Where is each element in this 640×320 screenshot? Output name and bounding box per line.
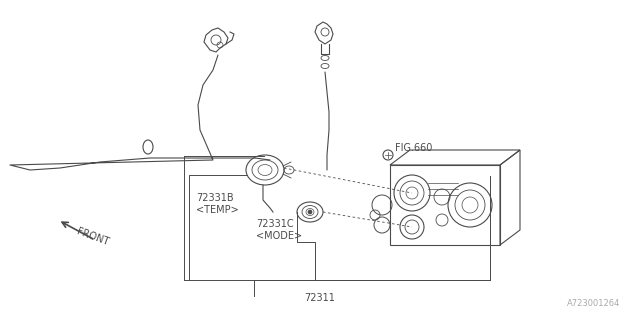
Text: FIG.660: FIG.660 [395, 143, 433, 153]
Text: A723001264: A723001264 [566, 299, 620, 308]
Text: 72331B: 72331B [196, 193, 234, 203]
Text: <TEMP>: <TEMP> [196, 205, 239, 215]
Text: FRONT: FRONT [75, 227, 110, 247]
Text: 72331C: 72331C [256, 219, 294, 229]
Circle shape [308, 210, 312, 214]
Bar [390, 165, 500, 245]
Text: <MODE>: <MODE> [256, 231, 302, 241]
Text: 72311: 72311 [305, 293, 335, 303]
